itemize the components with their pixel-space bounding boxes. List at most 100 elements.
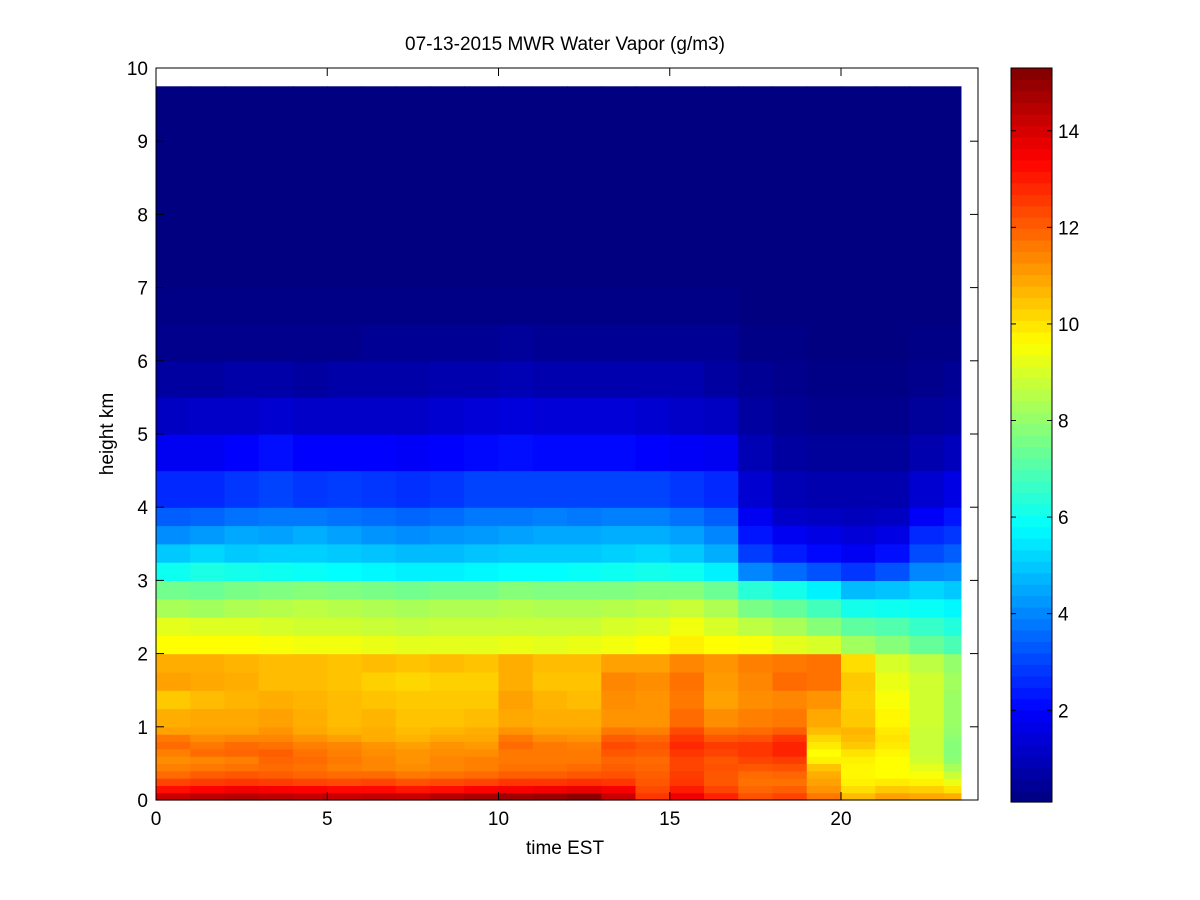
heatmap-cell [943,397,962,435]
colorbar-band [1011,687,1052,700]
heatmap-cell [909,770,945,779]
colorbar-band [1011,285,1052,298]
heatmap-cell [909,543,945,563]
heatmap-cell [293,580,328,600]
heatmap-cell [875,741,911,750]
colorbar-frame [1010,67,1053,803]
heatmap-cell [464,580,500,600]
heatmap-cell [156,756,191,764]
heatmap-cell [156,580,191,600]
heatmap-cell [293,360,328,398]
heatmap-cell [395,734,431,743]
heatmap-cell [738,324,774,362]
heatmap-cell [669,653,705,673]
heatmap-cell [327,690,363,710]
heatmap-cell [738,734,774,743]
heatmap-cell [772,214,808,289]
heatmap-cell [943,748,962,757]
heatmap-cell [532,470,568,508]
y-tick-label: 2 [137,645,148,666]
heatmap-cell [567,507,602,527]
heatmap-cell [224,525,260,545]
heatmap-cell [464,741,500,750]
colorbar-band [1011,194,1052,207]
heatmap-cell [156,324,191,362]
heatmap-cell [738,470,774,508]
heatmap-cell [635,507,671,527]
heatmap-cell [395,543,431,563]
colorbar-band [1011,90,1052,104]
heatmap-cell [498,756,534,764]
heatmap-cell [669,726,705,735]
heatmap-cell [395,635,431,655]
heatmap-cell [601,734,637,743]
heatmap-cell [156,525,191,545]
heatmap-cell [772,598,808,618]
heatmap-cell [430,778,465,786]
heatmap-cell [738,434,774,472]
heatmap-cell [430,785,465,794]
heatmap-cell [532,770,568,779]
heatmap-cell [635,748,671,757]
heatmap-cell [361,141,397,215]
heatmap-cell [875,726,911,735]
heatmap-cell [806,324,842,362]
heatmap-cell [224,580,260,600]
heatmap-cell [601,770,637,779]
heatmap-cell [156,598,191,618]
heatmap-cell [909,580,945,600]
heatmap-cell [635,635,671,655]
heatmap-cell [772,287,808,325]
heatmap-cell [361,580,397,600]
heatmap-cell [567,214,602,289]
colorbar-band [1011,641,1052,654]
heatmap-cell [601,214,637,289]
x-tick-label: 20 [830,809,851,830]
heatmap-cell [841,734,876,743]
heatmap-cell [156,770,191,779]
heatmap-cell [635,214,671,289]
colorbar-band [1011,767,1052,780]
heatmap-cell [738,397,774,435]
heatmap-cell [943,470,962,508]
heatmap-cell [498,748,534,757]
heatmap-cell [567,580,602,600]
heatmap-cell [806,635,842,655]
heatmap-cell [190,562,226,581]
heatmap-cell [190,671,226,691]
heatmap-cell [909,756,945,764]
heatmap-cell [361,756,397,764]
heatmap-cell [430,770,465,779]
colorbar-band [1011,423,1052,436]
heatmap-cell [395,741,431,750]
heatmap-cell [875,324,911,362]
heatmap-cell [909,434,945,472]
heatmap-cell [704,141,739,215]
heatmap-cell [258,543,294,563]
heatmap-cell [772,434,808,472]
heatmap-cell [258,287,294,325]
heatmap-cell [258,785,294,794]
heatmap-cell [464,562,500,581]
heatmap-cell [498,792,534,801]
heatmap-cell [498,671,534,691]
heatmap-cell [327,543,363,563]
heatmap-cell [909,763,945,772]
heatmap-cell [909,778,945,786]
heatmap-cell [258,86,294,142]
heatmap-cell [190,617,226,636]
heatmap-cell [841,756,876,764]
heatmap-cell [704,214,739,289]
heatmap-cell [361,671,397,691]
heatmap-cell [806,562,842,581]
heatmap-cell [738,785,774,794]
heatmap-cell [532,785,568,794]
heatmap-cell [224,792,260,801]
heatmap-cell [395,360,431,398]
heatmap-cell [327,671,363,691]
heatmap-cell [327,617,363,636]
heatmap-cell [567,726,602,735]
heatmap-cell [430,562,465,581]
colorbar-band [1011,377,1052,390]
heatmap-cell [327,324,363,362]
